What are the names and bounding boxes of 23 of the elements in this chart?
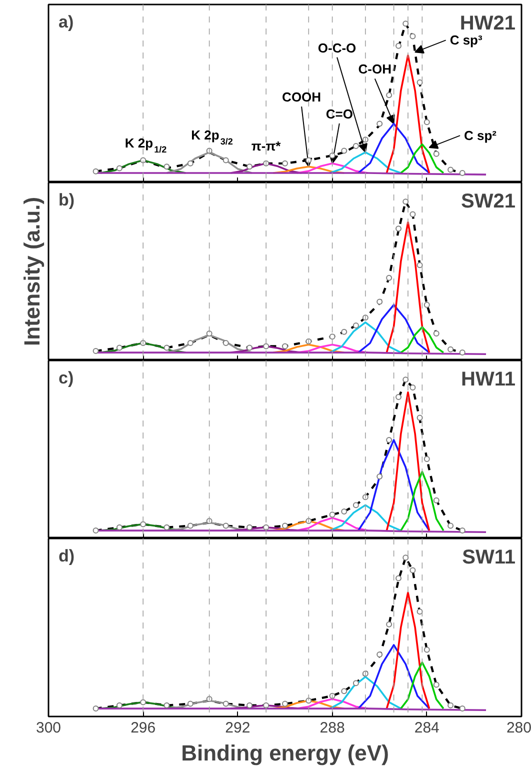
annotation: d): [58, 546, 75, 566]
x-tick-label: 300: [36, 720, 62, 736]
annotation: HW21: [460, 12, 516, 34]
annotation: SW21: [461, 190, 516, 212]
annotation: COOH: [282, 90, 322, 105]
annotation: a): [58, 12, 74, 32]
annotation: C sp³: [450, 32, 483, 48]
annotation: c): [58, 368, 74, 388]
annotation: C-OH: [358, 62, 392, 77]
x-tick-label: 292: [225, 720, 250, 736]
annotation: b): [58, 190, 75, 210]
annotation: C=O: [326, 106, 353, 122]
annotation: O-C-O: [318, 40, 356, 56]
annotation: HW11: [461, 368, 516, 390]
annotation: C sp²: [464, 128, 498, 144]
x-tick-label: 284: [414, 720, 440, 736]
x-tick-label: 280: [506, 720, 531, 736]
x-tick-label: 288: [320, 720, 345, 736]
y-axis-title: Intensity (a.u.): [20, 196, 44, 346]
x-tick-label: 296: [130, 720, 156, 736]
annotation: SW11: [462, 546, 516, 568]
x-axis-title: Binding energy (eV): [181, 740, 389, 766]
annotation: π-π*: [251, 138, 282, 154]
